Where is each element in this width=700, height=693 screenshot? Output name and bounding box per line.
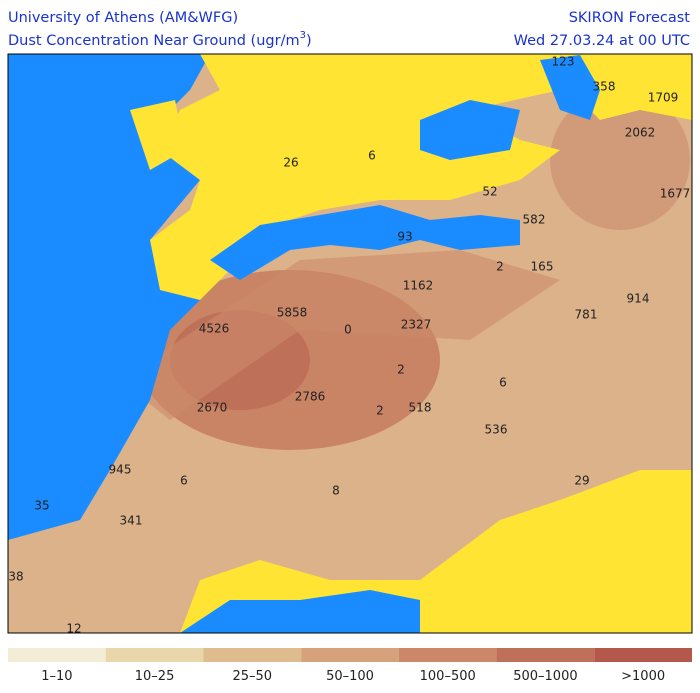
map-value-label: 93 xyxy=(397,230,412,244)
map-value-label: 26 xyxy=(283,156,298,170)
legend-label: 500–1000 xyxy=(513,669,577,684)
header-right-subtitle: Wed 27.03.24 at 00 UTC xyxy=(514,33,690,49)
map-value-label: 945 xyxy=(109,463,132,477)
map-value-label: 35 xyxy=(34,499,49,513)
map-value-label: 38 xyxy=(8,570,23,584)
header-right-title: SKIRON Forecast xyxy=(569,10,691,26)
legend-label: 25–50 xyxy=(232,669,272,684)
map-value-label: 8 xyxy=(332,484,340,498)
sahel xyxy=(180,470,692,633)
legend-label: >1000 xyxy=(621,669,665,684)
map-value-label: 1709 xyxy=(648,91,679,105)
map-frame xyxy=(7,53,693,634)
map-value-label: 536 xyxy=(485,423,508,437)
map-value-label: 2786 xyxy=(295,390,326,404)
map-value-label: 914 xyxy=(627,292,650,306)
map-value-label: 52 xyxy=(482,185,497,199)
black-sea xyxy=(420,100,520,160)
legend-label: 50–100 xyxy=(326,669,374,684)
britain xyxy=(130,100,185,170)
map xyxy=(7,53,693,634)
map-value-label: 0 xyxy=(344,323,352,337)
map-value-label: 2 xyxy=(376,404,384,418)
map-value-label: 2 xyxy=(496,260,504,274)
map-value-label: 6 xyxy=(499,376,507,390)
map-value-label: 6 xyxy=(180,474,188,488)
legend-label: 100–500 xyxy=(420,669,476,684)
map-value-label: 358 xyxy=(593,80,616,94)
legend-label: 1–10 xyxy=(41,669,72,684)
header-title: University of Athens (AM&WFG) xyxy=(8,10,238,26)
map-value-label: 341 xyxy=(120,514,143,528)
legend-swatch xyxy=(301,648,399,662)
map-value-label: 1677 xyxy=(660,187,691,201)
map-value-label: 6 xyxy=(368,149,376,163)
subtitle-text: Dust Concentration Near Ground (ugr/m xyxy=(8,33,300,49)
map-value-label: 2670 xyxy=(197,401,228,415)
map-value-label: 2 xyxy=(397,363,405,377)
legend: 1–10 10–25 25–50 50–100 100–500 500–1000 >1000 xyxy=(8,648,692,684)
map-value-label: 165 xyxy=(531,260,554,274)
legend-label: 10–25 xyxy=(135,669,175,684)
map-value-label: 5858 xyxy=(277,306,308,320)
legend-swatch xyxy=(105,648,204,662)
legend-swatch xyxy=(203,648,302,662)
map-value-label: 123 xyxy=(552,55,575,69)
legend-swatch xyxy=(594,648,692,662)
map-value-label: 582 xyxy=(523,213,546,227)
map-value-label: 29 xyxy=(574,474,589,488)
legend-swatch xyxy=(8,648,106,662)
atlantic xyxy=(8,54,210,540)
map-value-label: 2062 xyxy=(625,126,656,140)
map-value-label: 12 xyxy=(66,622,81,636)
map-value-label: 518 xyxy=(409,401,432,415)
subtitle-close: ) xyxy=(306,33,312,49)
subtitle-superscript: 3 xyxy=(300,30,306,41)
caspian-sea xyxy=(540,55,600,120)
gulf-of-guinea xyxy=(180,590,420,633)
map-value-label: 1162 xyxy=(403,279,434,293)
map-value-label: 2327 xyxy=(401,318,432,332)
dust-plume xyxy=(120,250,560,420)
mediterranean xyxy=(210,205,520,280)
dust-core xyxy=(550,90,690,230)
legend-swatch xyxy=(496,648,595,662)
map-value-label: 4526 xyxy=(199,322,230,336)
legend-swatch xyxy=(398,648,497,662)
map-value-label: 781 xyxy=(575,308,598,322)
header-subtitle: Dust Concentration Near Ground (ugr/m3) xyxy=(8,30,312,49)
